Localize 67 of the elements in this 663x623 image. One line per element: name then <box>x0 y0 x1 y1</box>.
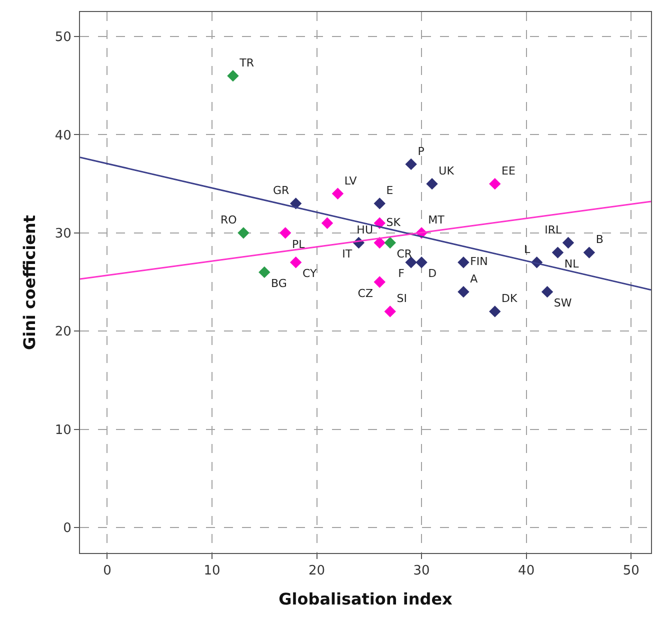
point <box>405 158 417 170</box>
point <box>458 256 470 268</box>
x-tick-label: 20 <box>308 564 326 579</box>
data-label: DK <box>502 292 518 306</box>
point <box>374 276 386 288</box>
y-tick-label: 40 <box>54 128 72 144</box>
point <box>374 198 386 210</box>
point <box>405 256 417 268</box>
data-label: FIN <box>470 255 488 268</box>
point <box>227 70 239 82</box>
point <box>562 236 574 249</box>
x-tick-label: 50 <box>622 564 640 579</box>
point <box>416 256 428 268</box>
point <box>384 236 396 249</box>
data-label: NL <box>564 257 580 270</box>
y-tick-label: 50 <box>54 30 72 46</box>
data-label: EE <box>502 164 516 178</box>
point <box>258 266 270 278</box>
x-axis-title: Globalisation index <box>278 589 454 608</box>
data-label: SW <box>554 296 572 310</box>
point <box>290 198 302 210</box>
data-label: CR <box>396 248 412 261</box>
y-tick-label: 10 <box>54 422 72 438</box>
x-tick-label: 10 <box>204 564 220 579</box>
point <box>489 178 501 190</box>
point <box>552 246 564 258</box>
data-label: MT <box>428 214 445 227</box>
data-label: GR <box>273 184 290 198</box>
point <box>321 217 334 229</box>
point <box>489 306 501 318</box>
x-tick-label: 0 <box>103 564 112 579</box>
point <box>238 227 250 239</box>
point <box>426 178 438 190</box>
point <box>280 227 292 239</box>
point <box>583 246 596 258</box>
data-label: SI <box>396 292 407 306</box>
data-label: TR <box>238 56 254 70</box>
data-label: L <box>524 242 532 256</box>
x-tick-label: 30 <box>413 564 430 579</box>
x-tick-label: 40 <box>518 564 535 579</box>
y-tick-label: 20 <box>54 324 72 340</box>
point <box>332 188 344 200</box>
data-label: BG <box>271 277 287 290</box>
y-tick-label: 0 <box>63 521 72 536</box>
data-label: RO <box>220 214 238 227</box>
data-label: IT <box>342 248 352 261</box>
point <box>384 306 396 318</box>
data-label: D <box>428 267 437 280</box>
point <box>541 286 554 298</box>
data-label: P <box>418 144 425 158</box>
data-label: CZ <box>358 286 374 300</box>
data-label: B <box>596 233 604 246</box>
data-label: E <box>386 184 394 198</box>
point <box>374 236 386 249</box>
data-label: IRL <box>544 223 562 236</box>
data-label: PL <box>292 238 306 251</box>
data-label: LV <box>344 174 358 188</box>
data-label: A <box>470 272 478 286</box>
data-label: F <box>398 267 404 280</box>
data-label: HU <box>356 223 374 236</box>
point <box>290 256 302 268</box>
y-tick-label: 30 <box>54 226 72 242</box>
y-axis-title: Gini coefficient <box>20 214 39 350</box>
data-label: UK <box>438 164 455 178</box>
data-label: SK <box>386 216 402 229</box>
data-label: CY <box>302 267 317 280</box>
point <box>458 286 470 298</box>
